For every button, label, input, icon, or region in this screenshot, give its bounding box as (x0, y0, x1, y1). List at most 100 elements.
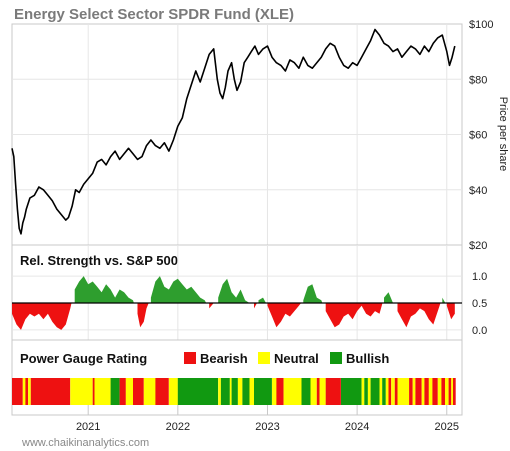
power-gauge-segment-bearish (325, 378, 341, 405)
legend-swatch-bullish (330, 352, 342, 364)
rel-strength-area-below (12, 303, 72, 330)
power-gauge-segment-bearish (92, 378, 95, 405)
rel-strength-title: Rel. Strength vs. S&P 500 (20, 253, 178, 268)
power-gauge-segment-bullish (110, 378, 120, 405)
power-gauge-year-lines (87, 405, 448, 415)
power-gauge-segment-bearish (119, 378, 126, 405)
price-y-tick-label: $20 (469, 240, 487, 252)
power-gauge-segment-bearish (316, 378, 320, 405)
power-gauge-legend: Bearish Neutral Bullish (184, 351, 389, 366)
rel-strength-area-below (397, 303, 441, 328)
power-gauge-segment-neutral (421, 378, 425, 405)
legend-label-neutral: Neutral (274, 351, 319, 366)
power-gauge-segment-neutral (379, 378, 383, 405)
power-gauge-segment-neutral (272, 378, 277, 405)
x-tick-label: 2025 (435, 421, 459, 433)
power-gauge-segment-bearish (415, 378, 422, 405)
rel-strength-areas (12, 276, 455, 330)
power-gauge-segment-bullish (177, 378, 219, 405)
rel-strength-area-above (150, 276, 207, 303)
power-gauge-segment-neutral (310, 378, 317, 405)
rel-strength-area-below (254, 303, 257, 309)
x-tick-label: 2022 (166, 421, 190, 433)
power-gauge-segment-neutral (428, 378, 433, 405)
legend-label-bearish: Bearish (200, 351, 248, 366)
power-gauge-segment-bearish (30, 378, 71, 405)
power-gauge-segment-bearish (394, 378, 398, 405)
power-gauge-segment-bullish (382, 378, 386, 405)
price-y-axis-label: Price per share (497, 97, 509, 172)
rel-strength-y-tick-label: 0.0 (472, 325, 487, 337)
power-gauge-segment-neutral (451, 378, 453, 405)
rel-strength-area-above (303, 284, 323, 303)
power-gauge-segment-neutral (319, 378, 326, 405)
x-tick-label: 2021 (76, 421, 100, 433)
power-gauge-segment-neutral (229, 378, 232, 405)
power-gauge-segment-neutral (70, 378, 93, 405)
price-y-tick-label: $100 (469, 19, 493, 31)
power-gauge-segment-bearish (133, 378, 144, 405)
rel-strength-area-above (74, 276, 134, 303)
power-gauge-segment-neutral (218, 378, 221, 405)
power-gauge-segment-bearish (409, 378, 413, 405)
power-gauge-segment-neutral (283, 378, 302, 405)
price-y-tick-label: $40 (469, 185, 487, 197)
power-gauge-segment-bearish (276, 378, 284, 405)
power-gauge-segment-bearish (448, 378, 452, 405)
x-tick-label: 2024 (345, 421, 369, 433)
rel-strength-area-below (446, 303, 455, 320)
legend-swatch-neutral (258, 352, 270, 364)
rel-strength-area-below (325, 303, 383, 328)
power-gauge-segment-bullish (301, 378, 311, 405)
price-gridlines (12, 24, 462, 245)
power-gauge-title: Power Gauge Rating (20, 351, 147, 366)
power-gauge-segment-neutral (237, 378, 243, 405)
legend-label-bullish: Bullish (346, 351, 389, 366)
power-gauge-segment-neutral (412, 378, 416, 405)
power-gauge-segment-bullish (341, 378, 362, 405)
power-gauge-segment-bullish (370, 378, 380, 405)
power-gauge-segment-bullish (242, 378, 250, 405)
power-gauge-segment-bearish (388, 378, 392, 405)
price-y-tick-label: $60 (469, 130, 487, 142)
power-gauge-segment-neutral (445, 378, 449, 405)
source-credit: www.chaikinanalytics.com (21, 437, 149, 449)
x-tick-label: 2023 (255, 421, 279, 433)
power-gauge-segment-neutral (28, 378, 31, 405)
power-gauge-segment-bullish (220, 378, 230, 405)
power-gauge-segment-neutral (125, 378, 133, 405)
power-gauge-segment-neutral (437, 378, 442, 405)
power-gauge-segment-bullish (231, 378, 238, 405)
power-gauge-segment-neutral (367, 378, 371, 405)
rel-strength-area-above (442, 297, 446, 303)
power-gauge-segment-neutral (168, 378, 178, 405)
power-gauge-segment-neutral (385, 378, 389, 405)
rel-strength-y-ticks: 0.0 0.5 1.0 (472, 271, 487, 337)
power-gauge-segment-neutral (391, 378, 395, 405)
power-gauge-segment-neutral (94, 378, 111, 405)
price-series-line (11, 28, 456, 235)
power-gauge-segment-bullish (254, 378, 272, 405)
price-y-ticks: $20 $40 $60 $80 $100 (469, 19, 493, 252)
power-gauge-segment-bearish (432, 378, 438, 405)
power-gauge-segment-neutral (22, 378, 26, 405)
rel-strength-area-above (218, 278, 250, 303)
price-chart-title: Energy Select Sector SPDR Fund (XLE) (14, 6, 294, 23)
rel-strength-area-above (384, 292, 393, 303)
power-gauge-segment-bearish (453, 378, 456, 405)
power-gauge-segment-neutral (249, 378, 254, 405)
rel-strength-y-tick-label: 1.0 (472, 271, 487, 283)
power-gauge-segment-bearish (424, 378, 429, 405)
power-gauge-segment-bearish (155, 378, 169, 405)
power-gauge-segment-neutral (397, 378, 410, 405)
rel-strength-y-tick-label: 0.5 (472, 298, 487, 310)
power-gauge-segment-bearish (441, 378, 445, 405)
rel-strength-area-above (258, 297, 266, 303)
rel-strength-area-below (267, 303, 302, 328)
legend-swatch-bearish (184, 352, 196, 364)
power-gauge-segment-bearish (12, 378, 23, 405)
power-gauge-segment-bearish (25, 378, 29, 405)
price-y-tick-label: $80 (469, 74, 487, 86)
rel-strength-area-below (209, 303, 214, 309)
